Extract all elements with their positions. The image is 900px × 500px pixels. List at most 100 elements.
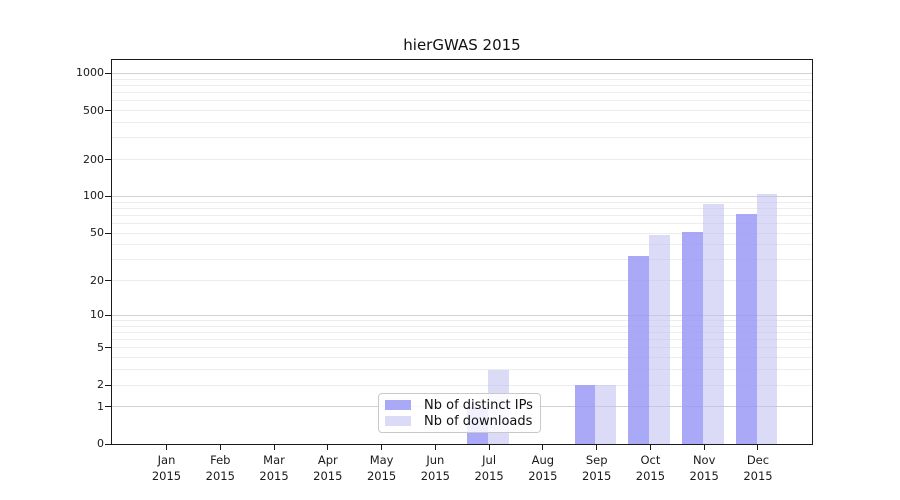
- gridline-major: [112, 314, 812, 316]
- month-year: 2015: [313, 469, 343, 483]
- x-tick-mark: [488, 445, 490, 450]
- gridline-minor: [112, 232, 812, 234]
- x-tick-mark: [757, 445, 759, 450]
- month-name: Oct: [640, 453, 661, 467]
- month-name: Feb: [210, 453, 231, 467]
- bar-downloads-dec: [756, 193, 778, 444]
- y-tick-label: 50: [90, 226, 104, 240]
- gridline-minor: [112, 100, 812, 102]
- month-year: 2015: [582, 469, 612, 483]
- month-year: 2015: [635, 469, 666, 483]
- x-tick-mark: [273, 445, 275, 450]
- gridline-minor: [112, 280, 812, 282]
- month-year: 2015: [366, 469, 397, 483]
- gridline-minor: [112, 259, 812, 261]
- x-tick-label-aug: Aug 2015: [515, 452, 571, 484]
- month-year: 2015: [689, 469, 719, 483]
- bar-downloads-oct: [649, 235, 670, 444]
- x-tick-mark: [649, 445, 651, 450]
- y-tick-mark: [105, 110, 111, 112]
- month-year: 2015: [205, 469, 235, 483]
- y-tick-mark: [105, 195, 111, 197]
- x-tick-mark: [542, 445, 544, 450]
- x-tick-label-feb: Feb 2015: [192, 452, 248, 484]
- x-tick-label-jan: Jan 2015: [139, 452, 195, 484]
- gridline-minor: [112, 369, 812, 371]
- y-tick-label: 20: [90, 273, 104, 287]
- x-tick-label-sep: Sep 2015: [569, 452, 625, 484]
- y-tick-label: 2: [97, 378, 104, 392]
- gridline-minor: [112, 223, 812, 224]
- x-tick-label-may: May 2015: [354, 452, 410, 484]
- y-tick-label: 500: [83, 103, 104, 117]
- x-tick-mark: [703, 445, 705, 450]
- x-tick-label-mar: Mar 2015: [246, 452, 302, 484]
- legend-item-0: Nb of distinct IPs: [385, 397, 534, 413]
- y-tick-mark: [105, 443, 111, 445]
- y-tick-mark: [105, 314, 111, 316]
- gridline-minor: [112, 84, 812, 86]
- y-tick-mark: [105, 72, 111, 74]
- gridline-minor: [112, 339, 812, 341]
- gridline-minor: [112, 347, 812, 349]
- x-tick-mark: [596, 445, 598, 450]
- y-tick-label: 100: [83, 189, 104, 203]
- gridline-major: [112, 195, 812, 197]
- bar-distinct-ips-nov: [682, 232, 703, 444]
- plot-area: [111, 59, 813, 445]
- gridline-minor: [112, 207, 812, 209]
- gridline-minor: [112, 325, 812, 327]
- gridline-minor: [112, 92, 812, 94]
- gridline-minor: [112, 384, 812, 386]
- legend-item-1: Nb of downloads: [385, 413, 534, 429]
- month-year: 2015: [420, 469, 450, 483]
- legend-label: Nb of distinct IPs: [424, 397, 533, 413]
- y-tick-mark: [105, 159, 111, 161]
- gridline-minor: [112, 110, 812, 112]
- month-name: Jan: [157, 453, 176, 467]
- x-tick-label-dec: Dec 2015: [730, 452, 786, 484]
- month-name: Dec: [746, 453, 770, 467]
- y-tick-label: 1000: [76, 66, 104, 80]
- month-year: 2015: [151, 469, 182, 483]
- gridline-minor: [112, 201, 812, 203]
- month-year: 2015: [259, 469, 289, 483]
- x-tick-mark: [166, 445, 167, 450]
- x-tick-label-jul: Jul 2015: [461, 452, 517, 484]
- gridline-minor: [112, 320, 812, 321]
- y-tick-label: 5: [97, 340, 104, 354]
- gridline-minor: [112, 244, 812, 246]
- x-tick-mark: [434, 445, 436, 450]
- month-year: 2015: [528, 469, 558, 483]
- y-tick-mark: [105, 232, 111, 234]
- month-name: Mar: [263, 453, 285, 467]
- bar-distinct-ips-sep: [574, 385, 596, 444]
- gridline-minor: [112, 159, 812, 161]
- legend-label: Nb of downloads: [424, 413, 533, 429]
- month-year: 2015: [743, 469, 773, 483]
- month-name: Jun: [426, 453, 445, 467]
- bar-downloads-sep: [595, 385, 617, 444]
- month-name: May: [369, 453, 394, 467]
- x-tick-mark: [327, 445, 329, 450]
- y-tick-mark: [105, 406, 111, 408]
- gridline-minor: [112, 78, 812, 80]
- legend-swatch-icon: [385, 400, 411, 410]
- month-year: 2015: [474, 469, 504, 483]
- chart-title: hierGWAS 2015: [403, 36, 521, 54]
- x-tick-label-oct: Oct 2015: [622, 452, 678, 484]
- legend-swatch-icon: [385, 416, 411, 426]
- gridline-minor: [112, 137, 812, 139]
- gridline-minor: [112, 214, 812, 216]
- bar-downloads-nov: [703, 203, 724, 444]
- bar-distinct-ips-oct: [628, 256, 650, 444]
- month-name: Nov: [692, 453, 716, 467]
- y-tick-label: 1: [97, 399, 104, 413]
- y-tick-label: 10: [90, 308, 104, 322]
- y-tick-label: 0: [97, 437, 104, 450]
- month-name: Apr: [317, 453, 338, 467]
- x-tick-mark: [381, 445, 383, 450]
- y-tick-mark: [105, 347, 111, 349]
- gridline-major: [112, 72, 812, 74]
